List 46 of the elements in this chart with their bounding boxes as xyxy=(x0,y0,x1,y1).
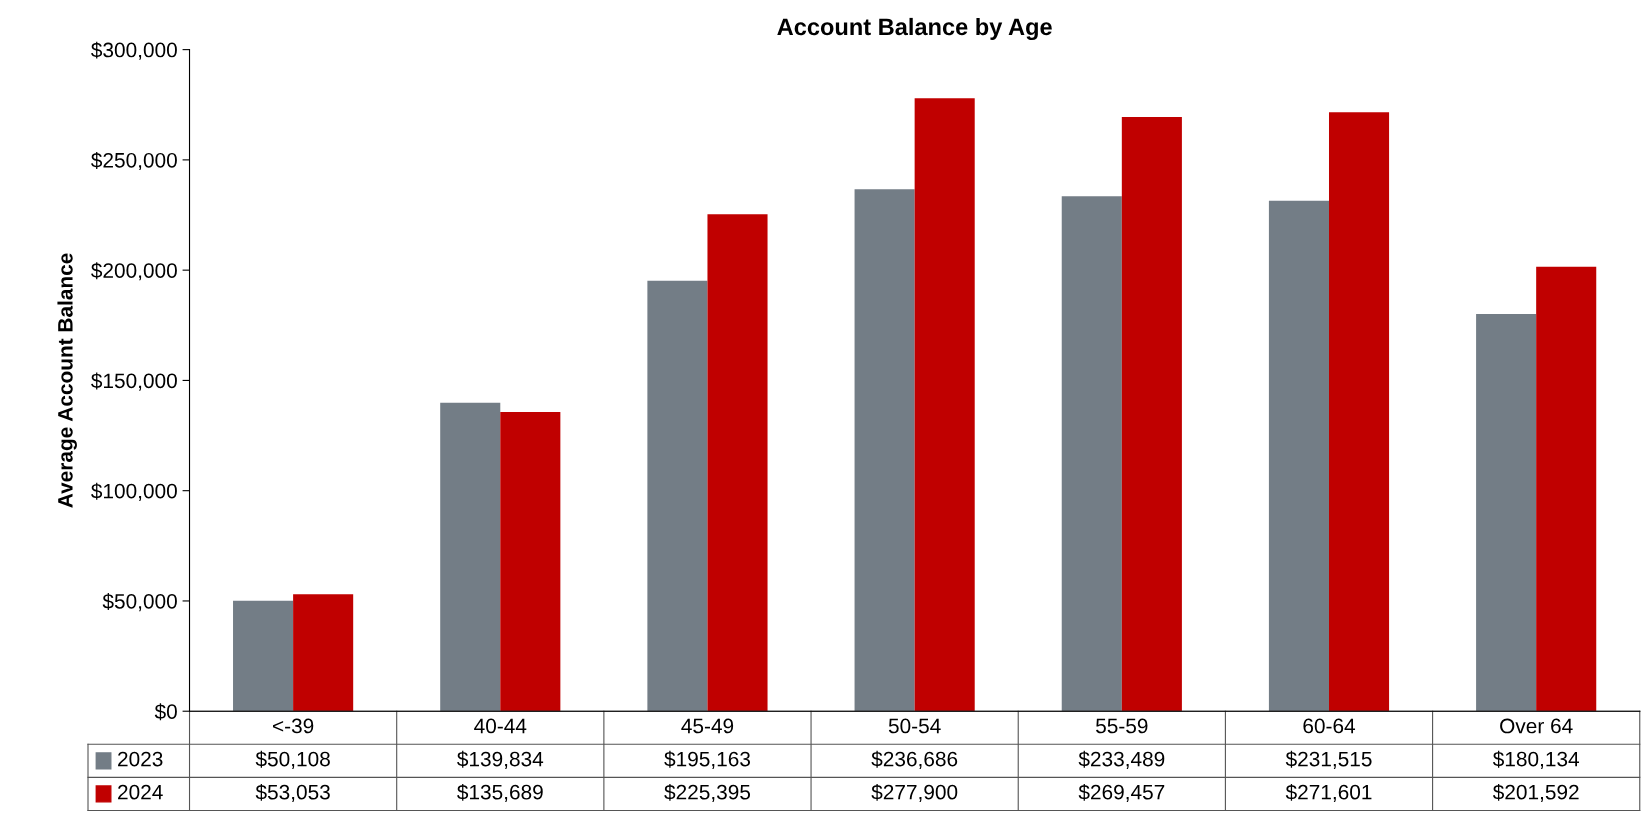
data-label: $236,686 xyxy=(871,750,958,769)
y-tick-label: $100,000 xyxy=(91,482,177,501)
bar xyxy=(500,411,561,712)
data-label: $201,592 xyxy=(1492,783,1579,802)
data-label: $269,457 xyxy=(1078,783,1165,802)
data-label: $180,134 xyxy=(1492,750,1580,769)
y-axis-title: Average Account Balance xyxy=(57,253,77,508)
data-label: $50,108 xyxy=(255,750,330,769)
y-tick-label: $50,000 xyxy=(102,593,177,612)
x-tick-label: 50-54 xyxy=(888,718,941,734)
bar xyxy=(647,280,708,712)
bar xyxy=(707,214,768,712)
data-label: $231,515 xyxy=(1285,750,1372,769)
y-tick-label: $300,000 xyxy=(91,41,177,60)
y-tick-label: $150,000 xyxy=(91,372,177,391)
y-tick-label: $200,000 xyxy=(91,262,177,281)
x-tick-label: 45-49 xyxy=(681,718,734,734)
y-tick-label: $250,000 xyxy=(91,152,177,171)
data-label: $135,689 xyxy=(457,783,543,802)
data-label: $139,834 xyxy=(457,750,544,769)
bar xyxy=(854,189,915,712)
x-tick-label: 60-64 xyxy=(1303,718,1356,734)
legend-label: 2024 xyxy=(118,784,163,800)
x-tick-label: Over 64 xyxy=(1500,718,1573,734)
legend-label: 2023 xyxy=(118,751,163,767)
data-label: $225,395 xyxy=(664,783,751,802)
data-label: $53,053 xyxy=(255,783,330,802)
bar xyxy=(233,600,294,712)
bar xyxy=(1328,112,1390,712)
data-label: $277,900 xyxy=(871,783,958,802)
data-label: $195,163 xyxy=(664,750,750,769)
bar xyxy=(1061,196,1122,712)
bar xyxy=(1476,313,1537,712)
bar xyxy=(1268,200,1329,712)
data-label: $271,601 xyxy=(1285,783,1372,802)
bar xyxy=(1536,266,1597,712)
x-tick-label: 40-44 xyxy=(474,718,527,734)
y-tick-label: $0 xyxy=(154,703,177,721)
bar xyxy=(293,594,354,712)
x-tick-label: 55-59 xyxy=(1096,718,1148,734)
chart-title: Account Balance by Age xyxy=(777,17,1052,40)
data-label: $233,489 xyxy=(1078,750,1165,769)
bar xyxy=(440,402,501,712)
x-tick-label: <-39 xyxy=(273,718,314,734)
bar xyxy=(1121,116,1182,712)
bar xyxy=(914,98,975,712)
